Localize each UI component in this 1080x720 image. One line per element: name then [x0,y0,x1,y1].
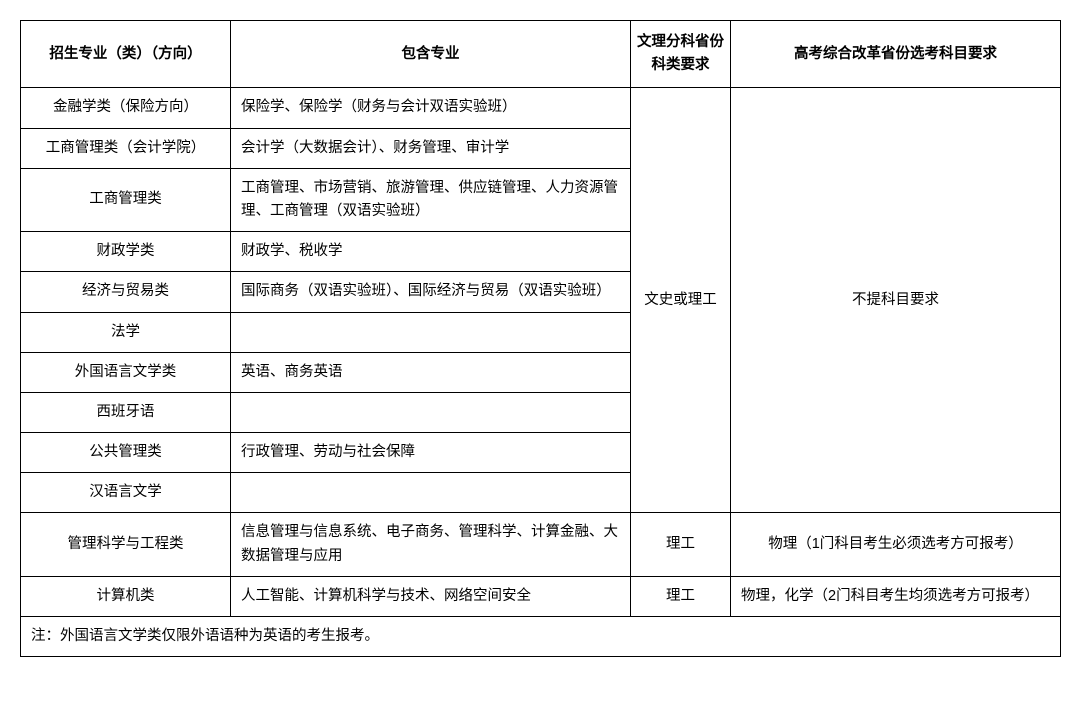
table-row: 管理科学与工程类 信息管理与信息系统、电子商务、管理科学、计算金融、大数据管理与… [21,513,1061,576]
header-col4: 高考综合改革省份选考科目要求 [731,21,1061,88]
cell-included [231,392,631,432]
cell-major: 西班牙语 [21,392,231,432]
cell-major: 工商管理类（会计学院） [21,128,231,168]
cell-major: 工商管理类 [21,168,231,231]
table-row: 计算机类 人工智能、计算机科学与技术、网络空间安全 理工 物理，化学（2门科目考… [21,576,1061,616]
cell-major: 经济与贸易类 [21,272,231,312]
cell-major: 计算机类 [21,576,231,616]
cell-major: 外国语言文学类 [21,352,231,392]
table-row: 金融学类（保险方向） 保险学、保险学（财务与会计双语实验班） 文史或理工 不提科… [21,88,1061,128]
cell-included: 会计学（大数据会计）、财务管理、审计学 [231,128,631,168]
cell-major: 财政学类 [21,232,231,272]
cell-included: 人工智能、计算机科学与技术、网络空间安全 [231,576,631,616]
cell-included: 国际商务（双语实验班）、国际经济与贸易（双语实验班） [231,272,631,312]
header-col3: 文理分科省份科类要求 [631,21,731,88]
cell-major: 法学 [21,312,231,352]
footnote-row: 注：外国语言文学类仅限外语语种为英语的考生报考。 [21,617,1061,657]
cell-included [231,473,631,513]
majors-table: 招生专业（类）（方向） 包含专业 文理分科省份科类要求 高考综合改革省份选考科目… [20,20,1061,657]
cell-major: 管理科学与工程类 [21,513,231,576]
cell-arts-science: 文史或理工 [631,88,731,513]
header-col1: 招生专业（类）（方向） [21,21,231,88]
cell-major: 公共管理类 [21,433,231,473]
cell-included: 信息管理与信息系统、电子商务、管理科学、计算金融、大数据管理与应用 [231,513,631,576]
cell-included: 工商管理、市场营销、旅游管理、供应链管理、人力资源管理、工商管理（双语实验班） [231,168,631,231]
header-col2: 包含专业 [231,21,631,88]
cell-arts-science: 理工 [631,513,731,576]
header-row: 招生专业（类）（方向） 包含专业 文理分科省份科类要求 高考综合改革省份选考科目… [21,21,1061,88]
cell-major: 金融学类（保险方向） [21,88,231,128]
cell-included: 英语、商务英语 [231,352,631,392]
cell-major: 汉语言文学 [21,473,231,513]
cell-subject-req: 物理（1门科目考生必须选考方可报考） [731,513,1061,576]
cell-arts-science: 理工 [631,576,731,616]
cell-included: 保险学、保险学（财务与会计双语实验班） [231,88,631,128]
cell-subject-req: 物理，化学（2门科目考生均须选考方可报考） [731,576,1061,616]
footnote-cell: 注：外国语言文学类仅限外语语种为英语的考生报考。 [21,617,1061,657]
cell-included: 财政学、税收学 [231,232,631,272]
cell-included [231,312,631,352]
cell-subject-req: 不提科目要求 [731,88,1061,513]
cell-included: 行政管理、劳动与社会保障 [231,433,631,473]
